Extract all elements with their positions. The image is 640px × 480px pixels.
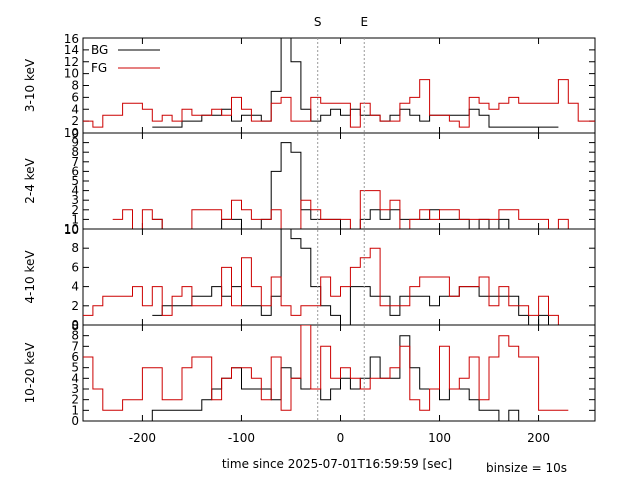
- y-tick-label: 2: [71, 393, 79, 407]
- binsize-note: binsize = 10s: [486, 461, 567, 475]
- y-tick-label-top: 8: [71, 319, 79, 333]
- marker-e-label: E: [360, 15, 368, 29]
- panel-frame: [82, 37, 596, 134]
- y-tick-label: 6: [71, 260, 79, 274]
- y-tick-label: 6: [71, 164, 79, 178]
- y-tick-label: 2: [71, 203, 79, 217]
- y-tick-label: 8: [71, 145, 79, 159]
- y-tick-label: 4: [71, 102, 79, 116]
- y-tick-label: 8: [71, 329, 79, 343]
- y-tick-label: 12: [64, 55, 79, 69]
- x-tick-label: -100: [228, 431, 255, 445]
- series-fg-line: [112, 190, 579, 229]
- series-fg-line: [83, 247, 569, 325]
- y-tick-label: 3: [71, 193, 79, 207]
- y-tick-label: 6: [71, 350, 79, 364]
- series-fg-line: [83, 325, 569, 411]
- y-tick-label: 9: [71, 136, 79, 150]
- legend-label-fg: FG: [91, 61, 107, 75]
- y-tick-label-bottom: 0: [71, 318, 79, 332]
- series-bg-line: [152, 142, 559, 229]
- y-tick-label: 7: [71, 155, 79, 169]
- y-axis-title: 3-10 keV: [23, 58, 37, 112]
- marker-s-label: S: [314, 15, 322, 29]
- y-tick-label-top: 16: [64, 32, 79, 46]
- y-tick-label: 5: [71, 361, 79, 375]
- y-tick-label-bottom: 0: [71, 414, 79, 428]
- panel-3: 2 4 6 8 10 0 4-10 keV: [23, 223, 596, 332]
- y-tick-label: 4: [71, 371, 79, 385]
- y-tick-label: 7: [71, 339, 79, 353]
- y-tick-label: 14: [64, 43, 79, 57]
- legend: BG FG: [91, 43, 160, 75]
- panel-frame: [82, 324, 596, 422]
- y-tick-label: 8: [71, 79, 79, 93]
- y-tick-label-top: 10: [64, 223, 79, 237]
- y-tick-label-top: 9: [71, 127, 79, 141]
- series-bg-line: [152, 229, 569, 325]
- y-axis-title: 10-20 keV: [23, 342, 37, 404]
- x-tick-label: 0: [337, 431, 345, 445]
- x-axis-title: time since 2025-07-01T16:59:59 [sec]: [222, 457, 452, 471]
- y-tick-label: 8: [71, 241, 79, 255]
- y-axis-title: 4-10 keV: [23, 250, 37, 304]
- y-tick-label-bottom: 10: [64, 222, 79, 236]
- y-axis-title: 2-4 keV: [23, 157, 37, 203]
- series-fg-line: [83, 79, 595, 128]
- y-tick-label: 2: [71, 299, 79, 313]
- x-tick-label: -200: [129, 431, 156, 445]
- x-tick-label: 200: [527, 431, 550, 445]
- y-tick-label-bottom: 10: [64, 126, 79, 140]
- x-tick-label: 100: [428, 431, 451, 445]
- legend-label-bg: BG: [91, 43, 108, 57]
- y-tick-label: 4: [71, 184, 79, 198]
- x-axis: -200 -100 0 100 200: [129, 431, 550, 445]
- y-tick-label: 5: [71, 174, 79, 188]
- y-tick-label: 6: [71, 90, 79, 104]
- y-tick-label: 4: [71, 280, 79, 294]
- y-tick-label: 3: [71, 382, 79, 396]
- y-tick-label: 1: [71, 403, 79, 417]
- y-tick-label: 10: [64, 67, 79, 81]
- series-bg-line: [152, 38, 559, 128]
- y-tick-label: 1: [71, 212, 79, 226]
- y-tick-label: 2: [71, 114, 79, 128]
